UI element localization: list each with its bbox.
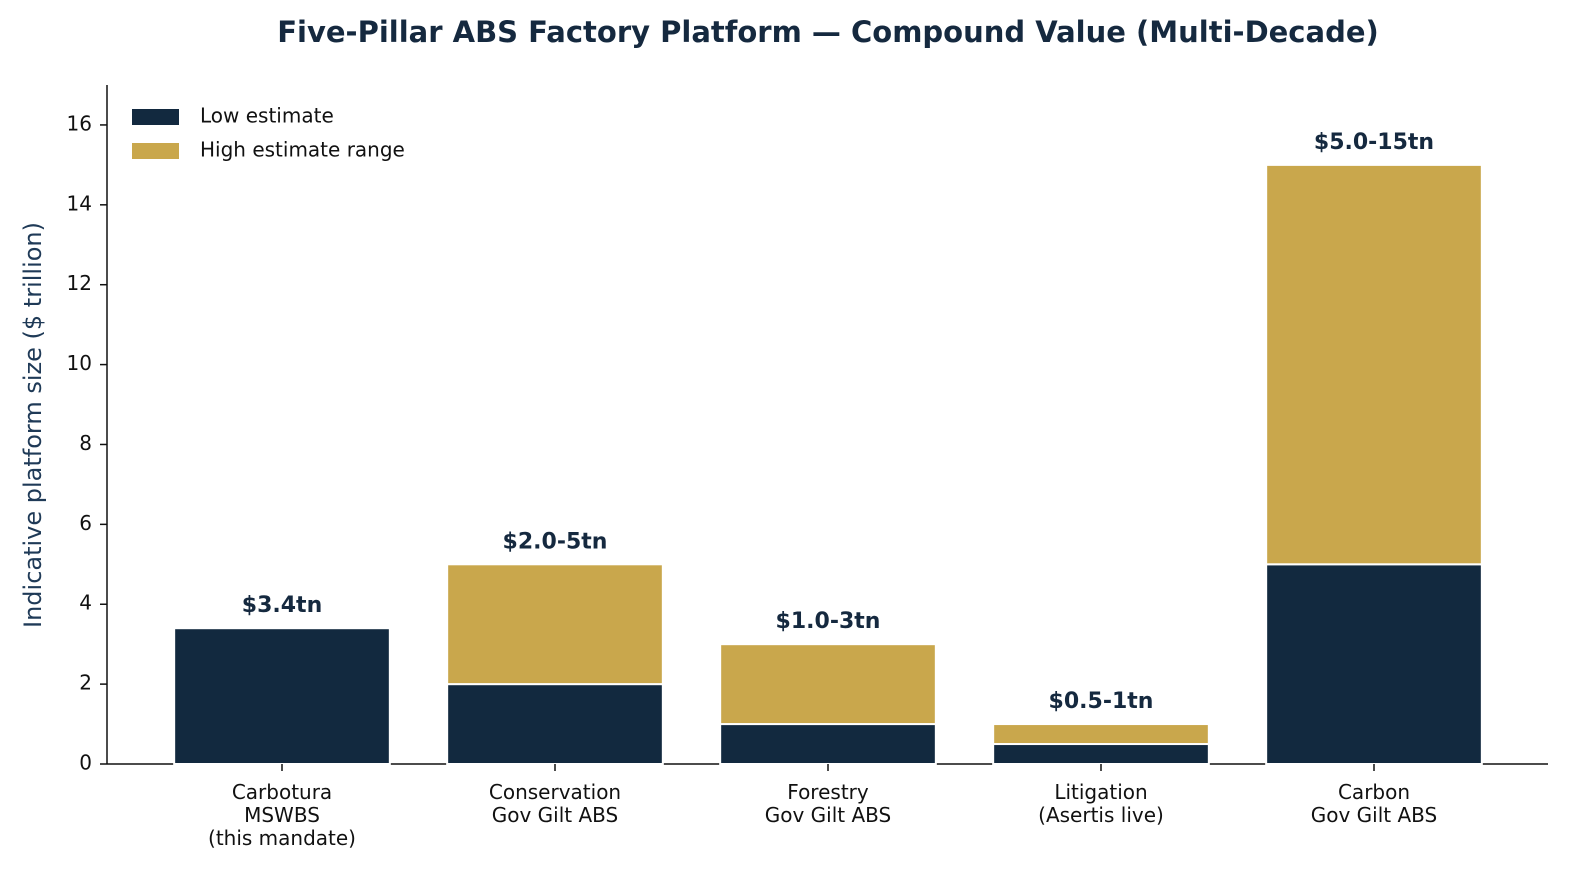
bar-label: $2.0-5tn bbox=[503, 529, 608, 554]
x-tick-label: Litigation (Asertis live) bbox=[1038, 780, 1164, 827]
legend-label: High estimate range bbox=[200, 138, 405, 162]
y-tick-label: 0 bbox=[79, 751, 92, 775]
y-tick-label: 10 bbox=[67, 351, 92, 375]
x-tick-label-line: Conservation bbox=[489, 780, 621, 804]
y-tick-label: 16 bbox=[67, 111, 92, 135]
y-tick-label: 2 bbox=[79, 671, 92, 695]
bar-segment bbox=[446, 683, 664, 766]
x-tick-label-line: MSWBS bbox=[244, 803, 320, 827]
bar-segment bbox=[1265, 563, 1483, 766]
bar-segment bbox=[446, 563, 664, 686]
bar-segment bbox=[1265, 163, 1483, 566]
x-tick-label: Carbon Gov Gilt ABS bbox=[1311, 780, 1437, 827]
bar-label: $1.0-3tn bbox=[776, 609, 881, 634]
x-tick-label-line: Forestry bbox=[787, 780, 869, 804]
x-tick-label-line: Carbotura bbox=[232, 780, 332, 804]
bar-segment bbox=[719, 643, 937, 726]
bar-label: $5.0-15tn bbox=[1314, 130, 1434, 155]
x-tick-label: Carbotura MSWBS (this mandate) bbox=[208, 780, 356, 850]
legend-swatch bbox=[132, 109, 179, 125]
y-tick-label: 6 bbox=[79, 511, 92, 535]
x-tick-label-line: Gov Gilt ABS bbox=[492, 803, 618, 827]
legend-swatch bbox=[132, 143, 179, 159]
bar-segment bbox=[173, 627, 391, 766]
bar-segment bbox=[719, 723, 937, 766]
x-tick-label-line: Carbon bbox=[1338, 780, 1410, 804]
x-tick-label-line: Gov Gilt ABS bbox=[765, 803, 891, 827]
x-tick-label-line: Litigation bbox=[1054, 780, 1147, 804]
y-axis-label: Indicative platform size ($ trillion) bbox=[19, 222, 47, 628]
x-tick-label-line: (this mandate) bbox=[208, 826, 356, 850]
bar-label: $3.4tn bbox=[242, 593, 322, 618]
x-tick-label: Conservation Gov Gilt ABS bbox=[489, 780, 621, 827]
y-tick-label: 12 bbox=[67, 271, 92, 295]
x-tick-label-line: Gov Gilt ABS bbox=[1311, 803, 1437, 827]
bar-label: $0.5-1tn bbox=[1049, 689, 1154, 714]
y-tick-label: 8 bbox=[79, 431, 92, 455]
x-tick-label-line: (Asertis live) bbox=[1038, 803, 1164, 827]
y-tick-label: 14 bbox=[67, 191, 92, 215]
chart-title: Five-Pillar ABS Factory Platform — Compo… bbox=[277, 15, 1379, 49]
x-tick-label: Forestry Gov Gilt ABS bbox=[765, 780, 891, 827]
y-tick-label: 4 bbox=[79, 591, 92, 615]
bar-segment bbox=[992, 723, 1210, 746]
bar-segment bbox=[992, 743, 1210, 766]
legend-label: Low estimate bbox=[200, 104, 334, 128]
